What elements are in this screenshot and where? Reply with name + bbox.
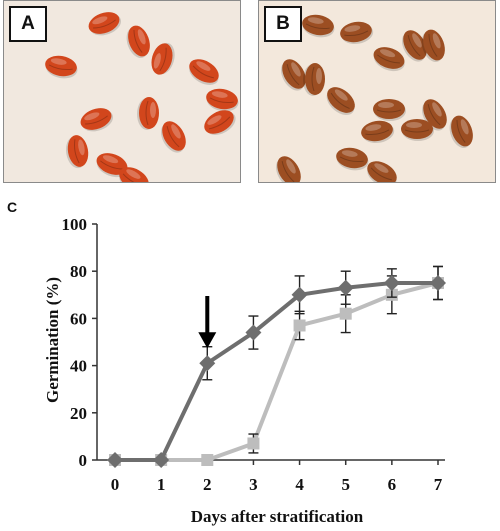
y-tick-label: 40	[70, 357, 87, 376]
seed	[206, 88, 239, 112]
x-tick-label: 3	[249, 475, 258, 494]
seed	[421, 29, 445, 63]
x-tick-label: 6	[388, 475, 397, 494]
seed	[65, 135, 89, 169]
y-tick-label: 20	[70, 404, 87, 423]
y-tick-label: 80	[70, 262, 87, 281]
data-point	[293, 319, 306, 332]
series-1	[107, 265, 446, 468]
data-point	[245, 324, 262, 341]
seed	[340, 21, 374, 45]
seed	[367, 161, 397, 182]
data-point	[201, 454, 214, 466]
seed	[80, 108, 114, 132]
seed	[96, 153, 128, 178]
x-axis-title: Days after stratification	[191, 507, 364, 526]
x-tick-label: 5	[341, 475, 350, 494]
data-point	[291, 286, 308, 303]
seed	[88, 12, 122, 36]
y-tick-label: 0	[79, 451, 88, 470]
seed	[373, 99, 406, 121]
y-tick-label: 60	[70, 309, 87, 328]
data-point	[153, 452, 170, 468]
data-point	[247, 437, 260, 450]
seed	[401, 119, 434, 141]
seed	[326, 87, 355, 115]
seed	[361, 120, 395, 144]
data-point	[199, 355, 216, 372]
seed	[373, 47, 405, 72]
annotation-arrow	[198, 296, 217, 349]
seed	[275, 156, 301, 182]
seed-photo-b: B	[258, 0, 496, 183]
seed	[119, 167, 149, 182]
data-point	[430, 275, 446, 291]
panel-label-c: C	[7, 199, 18, 215]
seed	[303, 63, 325, 96]
seed	[302, 14, 335, 38]
x-tick-label: 4	[295, 475, 304, 494]
x-tick-label: 0	[111, 475, 120, 494]
seed-photo-a: A	[3, 0, 241, 183]
data-point	[337, 279, 354, 296]
seed	[160, 121, 186, 153]
seed	[45, 55, 78, 79]
seed	[189, 59, 219, 86]
x-tick-label: 2	[203, 475, 212, 494]
seed	[449, 115, 473, 149]
seed	[126, 25, 150, 59]
seed	[401, 30, 427, 62]
series-line	[115, 281, 439, 462]
data-point	[107, 452, 123, 468]
seed	[336, 147, 369, 171]
data-point	[339, 307, 352, 320]
seed	[137, 97, 159, 130]
panel-label-a: A	[9, 6, 47, 42]
data-point	[383, 275, 400, 291]
x-tick-label: 1	[157, 475, 166, 494]
seed	[151, 42, 175, 75]
y-axis-title: Germination (%)	[43, 277, 62, 403]
panel-label-b: B	[264, 6, 302, 42]
series-line	[115, 281, 438, 462]
seed	[204, 110, 236, 136]
y-tick-label: 100	[62, 215, 88, 234]
seed-image-a	[4, 1, 240, 182]
series-2	[109, 265, 444, 466]
seed	[280, 59, 306, 91]
x-tick-label: 7	[434, 475, 443, 494]
